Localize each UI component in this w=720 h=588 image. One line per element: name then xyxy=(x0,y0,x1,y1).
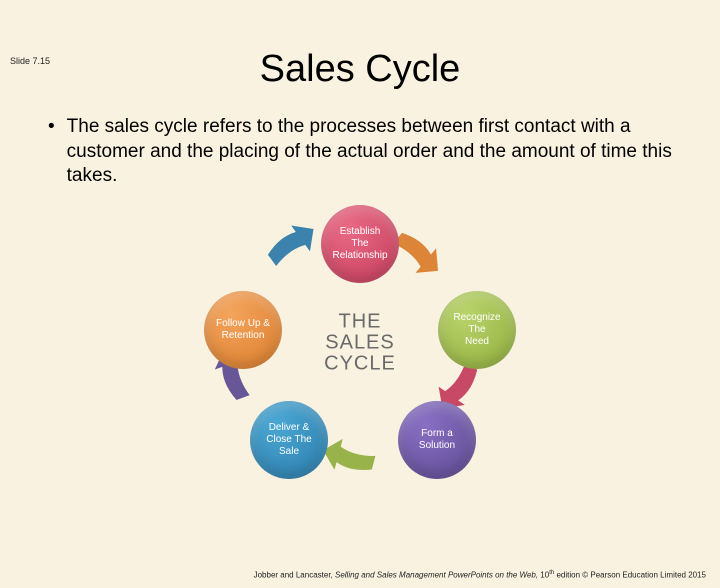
cycle-node-establish: EstablishTheRelationship xyxy=(321,205,399,283)
body-text: • The sales cycle refers to the processe… xyxy=(42,115,678,189)
center-line-3: CYCLE xyxy=(324,354,396,375)
footer-authors: Jobber and Lancaster, xyxy=(254,571,335,580)
center-line-1: THE xyxy=(324,312,396,333)
cycle-node-form: Form aSolution xyxy=(398,401,476,479)
cycle-node-followup: Follow Up &Retention xyxy=(204,291,282,369)
footer-citation: Jobber and Lancaster, Selling and Sales … xyxy=(254,570,706,580)
diagram-center-label: THE SALES CYCLE xyxy=(324,312,396,375)
bullet-text: The sales cycle refers to the processes … xyxy=(67,115,678,189)
cycle-arrow-followup-to-establish xyxy=(262,216,323,272)
slide-title: Sales Cycle xyxy=(0,48,720,91)
center-line-2: SALES xyxy=(324,333,396,354)
bullet-item: • The sales cycle refers to the processe… xyxy=(42,115,678,189)
slide-number: Slide 7.15 xyxy=(10,56,50,66)
cycle-node-deliver: Deliver &Close TheSale xyxy=(250,401,328,479)
footer-edition: 10 xyxy=(540,571,549,580)
footer-suffix: edition © Pearson Education Limited 2015 xyxy=(554,571,706,580)
bullet-marker: • xyxy=(48,115,55,189)
footer-title: Selling and Sales Management PowerPoints… xyxy=(335,571,540,580)
sales-cycle-diagram: THE SALES CYCLE EstablishTheRelationship… xyxy=(190,203,530,483)
cycle-node-recognize: RecognizeTheNeed xyxy=(438,291,516,369)
